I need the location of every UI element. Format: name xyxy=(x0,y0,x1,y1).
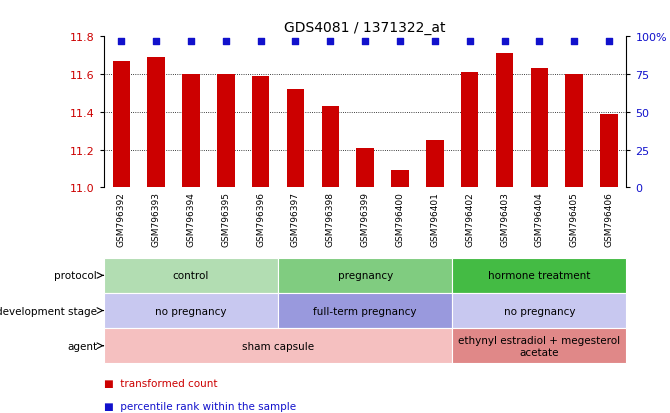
Point xyxy=(220,38,231,45)
Point xyxy=(151,38,161,45)
Text: GSM796404: GSM796404 xyxy=(535,191,544,246)
Bar xyxy=(182,75,200,188)
Bar xyxy=(217,75,234,188)
Point xyxy=(464,38,475,45)
Text: ■  transformed count: ■ transformed count xyxy=(104,378,217,388)
Point xyxy=(186,38,196,45)
Text: GSM796393: GSM796393 xyxy=(151,191,161,246)
Point xyxy=(395,38,405,45)
Bar xyxy=(278,258,452,293)
Text: GSM796406: GSM796406 xyxy=(604,191,614,246)
Text: no pregnancy: no pregnancy xyxy=(155,306,226,316)
Point xyxy=(534,38,545,45)
Text: GSM796402: GSM796402 xyxy=(465,191,474,246)
Point xyxy=(325,38,336,45)
Bar xyxy=(496,54,513,188)
Point xyxy=(116,38,127,45)
Bar xyxy=(600,114,618,188)
Text: full-term pregnancy: full-term pregnancy xyxy=(314,306,417,316)
Text: control: control xyxy=(173,271,209,281)
Text: GSM796394: GSM796394 xyxy=(186,191,196,246)
Bar xyxy=(147,58,165,188)
Text: GSM796401: GSM796401 xyxy=(430,191,440,246)
Bar xyxy=(278,293,452,328)
Bar xyxy=(452,258,626,293)
Point xyxy=(290,38,301,45)
Text: GSM796392: GSM796392 xyxy=(117,191,126,246)
Title: GDS4081 / 1371322_at: GDS4081 / 1371322_at xyxy=(284,21,446,35)
Text: GSM796398: GSM796398 xyxy=(326,191,335,246)
Bar xyxy=(565,75,583,188)
Text: GSM796403: GSM796403 xyxy=(500,191,509,246)
Bar xyxy=(391,171,409,188)
Point xyxy=(429,38,440,45)
Bar xyxy=(322,107,339,188)
Text: sham capsule: sham capsule xyxy=(242,341,314,351)
Text: protocol: protocol xyxy=(54,271,97,281)
Text: GSM796396: GSM796396 xyxy=(256,191,265,246)
Text: ethynyl estradiol + megesterol
acetate: ethynyl estradiol + megesterol acetate xyxy=(458,335,620,357)
Bar xyxy=(452,328,626,363)
Point xyxy=(360,38,371,45)
Bar xyxy=(426,141,444,188)
Bar xyxy=(461,73,478,188)
Text: development stage: development stage xyxy=(0,306,97,316)
Text: GSM796395: GSM796395 xyxy=(221,191,230,246)
Text: agent: agent xyxy=(67,341,97,351)
Bar xyxy=(104,258,278,293)
Bar xyxy=(356,148,374,188)
Bar xyxy=(113,62,130,188)
Text: GSM796399: GSM796399 xyxy=(360,191,370,246)
Point xyxy=(255,38,266,45)
Bar xyxy=(104,328,452,363)
Text: GSM796405: GSM796405 xyxy=(570,191,579,246)
Bar xyxy=(252,77,269,188)
Bar xyxy=(287,90,304,188)
Bar xyxy=(452,293,626,328)
Bar xyxy=(531,69,548,188)
Text: hormone treatment: hormone treatment xyxy=(488,271,590,281)
Point xyxy=(604,38,614,45)
Text: GSM796400: GSM796400 xyxy=(395,191,405,246)
Text: GSM796397: GSM796397 xyxy=(291,191,300,246)
Point xyxy=(499,38,510,45)
Text: no pregnancy: no pregnancy xyxy=(504,306,575,316)
Point xyxy=(569,38,580,45)
Text: ■  percentile rank within the sample: ■ percentile rank within the sample xyxy=(104,401,296,411)
Text: pregnancy: pregnancy xyxy=(338,271,393,281)
Bar xyxy=(104,293,278,328)
